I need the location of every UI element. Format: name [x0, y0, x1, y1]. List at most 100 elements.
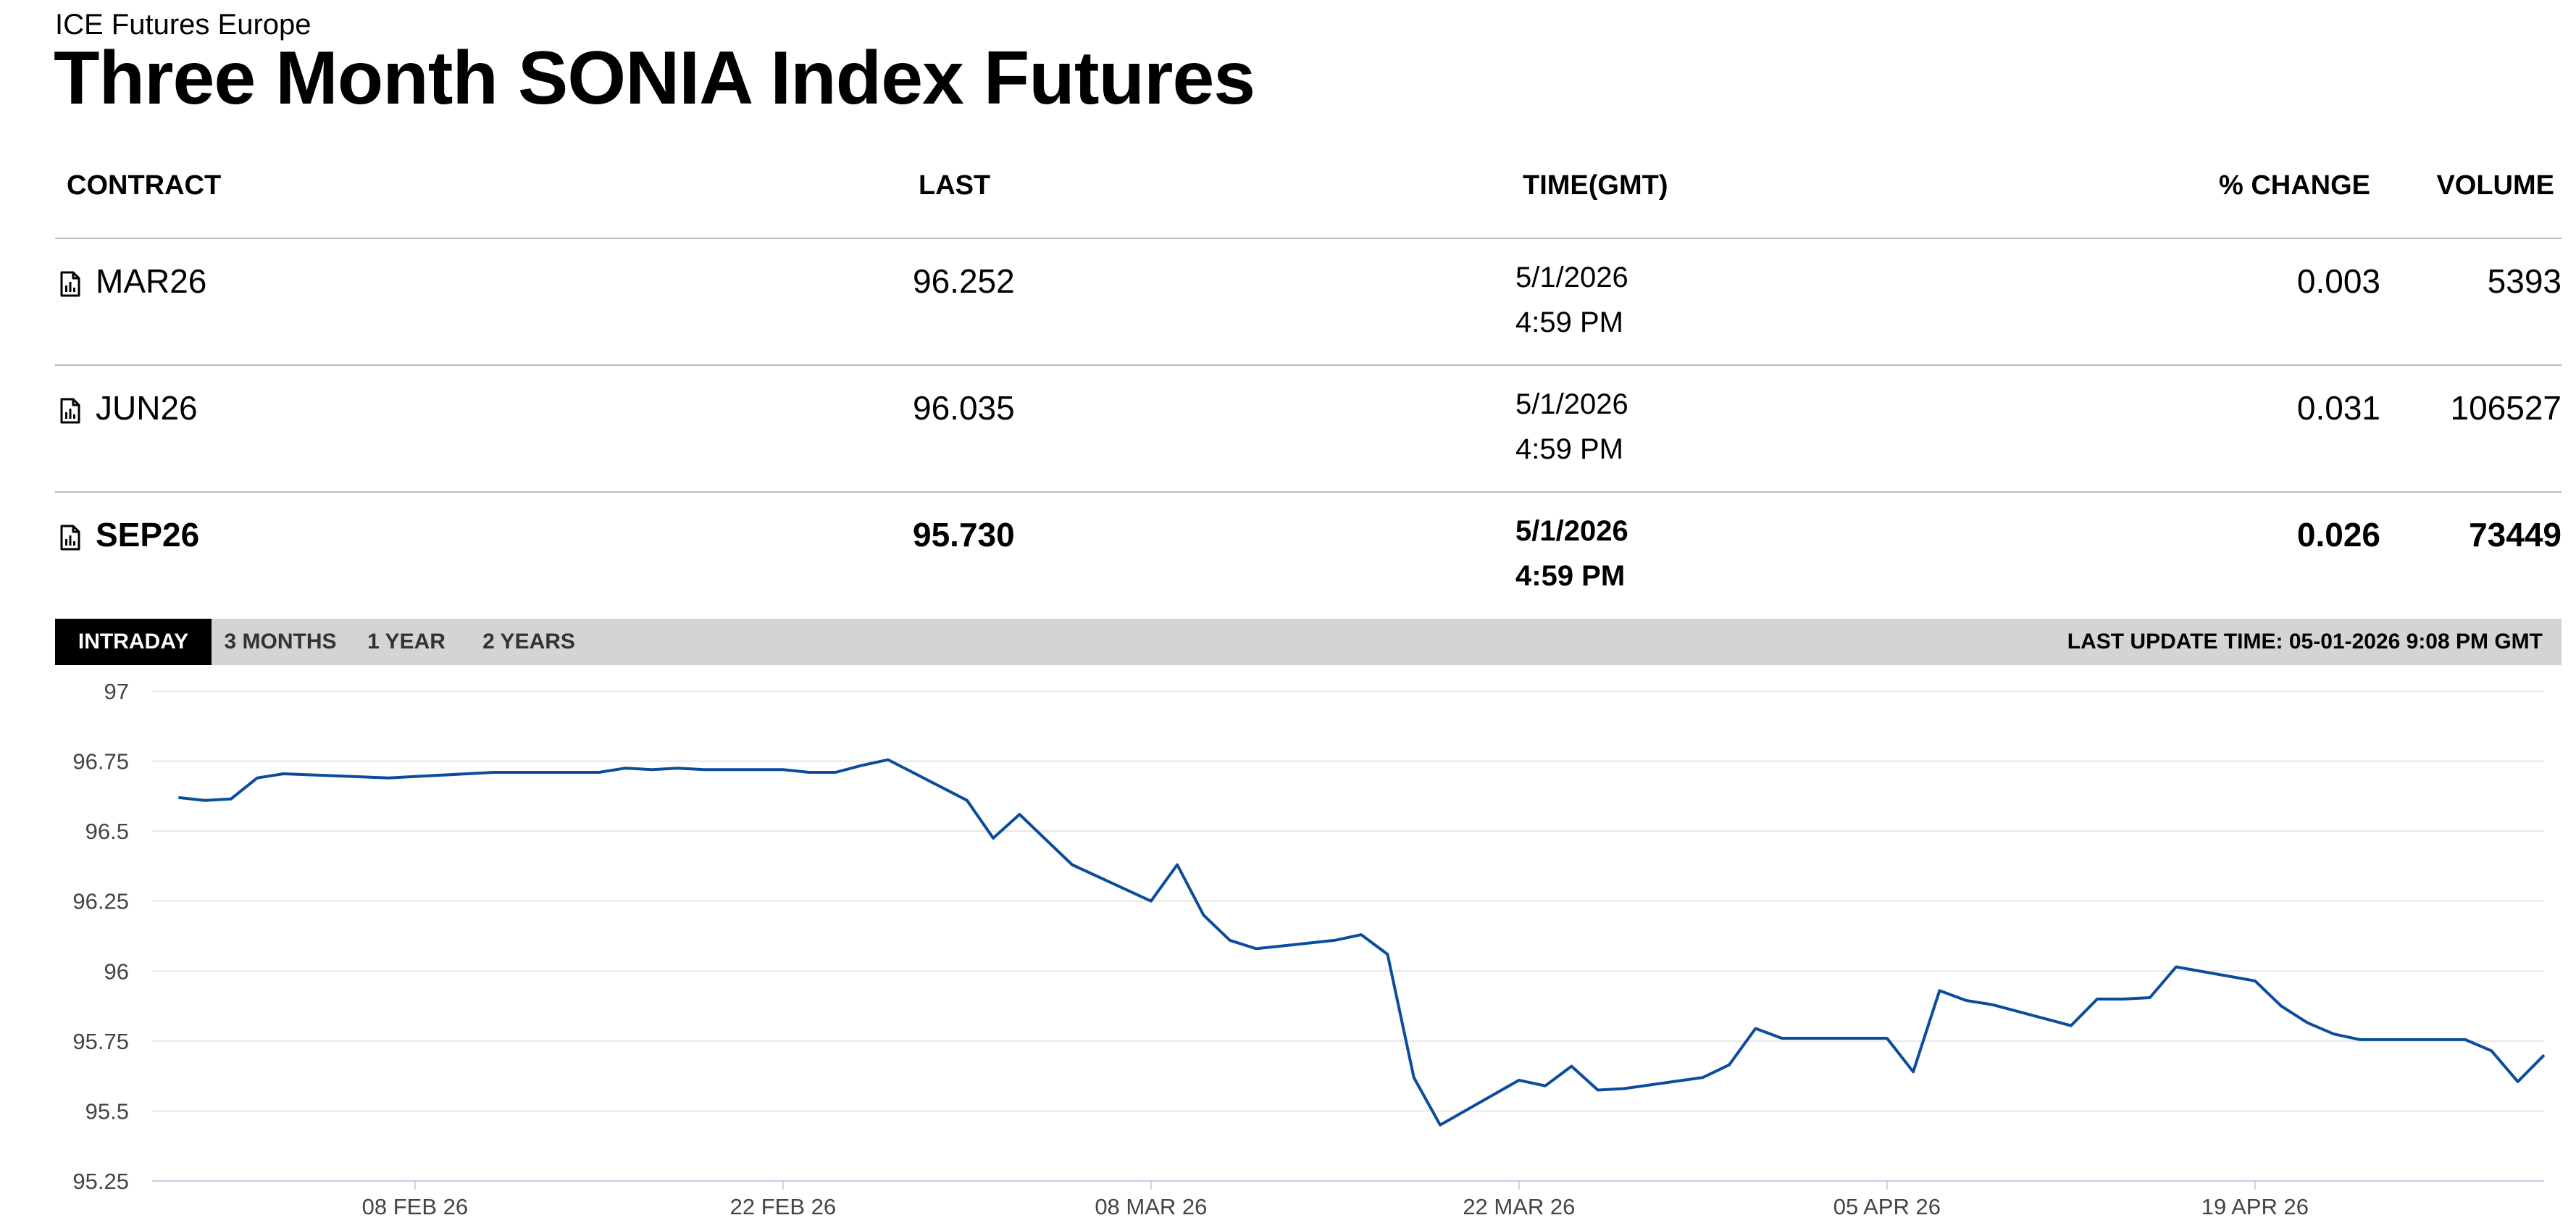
data-point: [1541, 1082, 1550, 1090]
x-tick-label: 19 APR 26: [2201, 1194, 2309, 1219]
table-divider: [55, 491, 2562, 493]
chart-document-icon[interactable]: [59, 398, 81, 424]
chart-document-icon[interactable]: [59, 271, 81, 297]
data-point: [1620, 1085, 1628, 1093]
data-point: [1935, 986, 1944, 995]
data-point: [2119, 995, 2128, 1003]
y-tick-label: 96.75: [72, 749, 129, 775]
x-tick-label: 08 FEB 26: [362, 1194, 468, 1219]
data-point: [858, 761, 866, 769]
last-price: 95.730: [913, 516, 1015, 554]
data-point: [1699, 1073, 1707, 1082]
last-price: 96.035: [913, 389, 1015, 427]
data-point: [1567, 1062, 1576, 1071]
data-point: [805, 768, 814, 777]
data-point: [2146, 993, 2154, 1002]
data-point: [621, 764, 630, 772]
contract-name[interactable]: MAR26: [96, 262, 207, 300]
data-point: [1015, 810, 1024, 819]
trade-date: 5/1/2026: [1515, 515, 1628, 547]
data-point: [831, 768, 840, 777]
chart-range-tabs: INTRADAY 3 MONTHS 1 YEAR 2 YEARS LAST UP…: [55, 619, 2562, 665]
data-point: [2067, 1022, 2075, 1030]
data-point: [647, 765, 656, 774]
price-line-chart[interactable]: 95.25 95.5 95.75 96 96.25 96.5 96.75 97 08 FEB …: [0, 665, 2576, 1223]
x-tick-label: 05 APR 26: [1833, 1194, 1941, 1219]
volume: 73449: [2469, 516, 2562, 554]
data-point: [1883, 1034, 1891, 1043]
column-header-volume[interactable]: VOLUME: [2436, 170, 2554, 201]
data-point: [1226, 936, 1234, 945]
percent-change: 0.031: [2296, 389, 2380, 427]
data-point: [2514, 1077, 2522, 1086]
data-point: [253, 774, 262, 782]
data-point: [1594, 1085, 1602, 1094]
trade-date: 5/1/2026: [1515, 262, 1628, 293]
data-point: [2487, 1046, 2496, 1055]
data-point: [1778, 1034, 1786, 1043]
data-point: [1173, 860, 1182, 869]
data-point: [989, 834, 998, 843]
data-point: [201, 796, 209, 805]
trade-time: 4:59 PM: [1515, 433, 1623, 465]
data-point: [385, 774, 393, 782]
data-point: [1331, 936, 1339, 945]
y-tick-label: 95.5: [85, 1098, 129, 1124]
data-points: [174, 756, 2548, 1130]
data-point: [2093, 995, 2102, 1003]
data-point: [779, 765, 787, 774]
volume: 106527: [2450, 389, 2562, 427]
column-header-change[interactable]: % CHANGE: [2218, 170, 2370, 201]
data-point: [1909, 1067, 1918, 1076]
data-point: [2540, 1051, 2548, 1059]
data-point: [2172, 962, 2180, 971]
data-point: [1436, 1121, 1444, 1130]
tab-3-months[interactable]: 3 MONTHS: [224, 630, 337, 654]
price-series-line[interactable]: [178, 758, 2546, 1127]
data-point: [1962, 996, 1970, 1005]
data-point: [279, 769, 288, 778]
y-axis-ticks: 95.25 95.5 95.75 96 96.25 96.5 96.75 97: [72, 679, 129, 1194]
percent-change: 0.003: [2296, 262, 2380, 300]
data-point: [963, 796, 971, 805]
data-point: [1988, 1001, 1996, 1009]
data-point: [2330, 1030, 2338, 1038]
data-point: [1357, 930, 1366, 939]
contract-name[interactable]: JUN26: [96, 389, 198, 427]
data-point: [1725, 1061, 1734, 1069]
tab-intraday[interactable]: INTRADAY: [55, 619, 212, 665]
trade-time: 4:59 PM: [1515, 560, 1626, 592]
gridlines: [152, 690, 2544, 1182]
contract-name[interactable]: SEP26: [96, 516, 200, 554]
data-point: [595, 768, 603, 777]
tab-1-year[interactable]: 1 YEAR: [367, 630, 446, 654]
tab-2-years[interactable]: 2 YEARS: [482, 630, 575, 654]
volume: 5393: [2487, 262, 2562, 300]
page-title: Three Month SONIA Index Futures: [54, 36, 1255, 120]
data-point: [2461, 1035, 2470, 1044]
column-header-time[interactable]: TIME(GMT): [1523, 170, 1668, 201]
chart-document-icon[interactable]: [59, 525, 81, 551]
y-tick-label: 95.25: [72, 1169, 129, 1194]
y-tick-label: 96.5: [85, 819, 129, 844]
data-point: [1515, 1076, 1523, 1085]
data-point: [1410, 1073, 1418, 1082]
data-point: [2356, 1035, 2364, 1044]
y-tick-label: 96: [104, 959, 129, 984]
data-point: [2277, 1002, 2286, 1011]
data-point: [1383, 950, 1392, 959]
table-divider: [55, 238, 2562, 239]
data-point: [1199, 911, 1208, 919]
column-header-contract[interactable]: CONTRACT: [67, 170, 222, 201]
trade-date: 5/1/2026: [1515, 388, 1628, 420]
last-price: 96.252: [913, 262, 1015, 300]
data-point: [227, 795, 235, 803]
data-point: [674, 764, 682, 772]
data-point: [1147, 897, 1155, 906]
data-point: [1751, 1024, 1760, 1032]
y-tick-label: 97: [104, 679, 129, 704]
x-tick-label: 22 MAR 26: [1463, 1194, 1575, 1219]
y-tick-label: 96.25: [72, 889, 129, 914]
column-header-last[interactable]: LAST: [919, 170, 991, 201]
data-point: [411, 772, 419, 781]
